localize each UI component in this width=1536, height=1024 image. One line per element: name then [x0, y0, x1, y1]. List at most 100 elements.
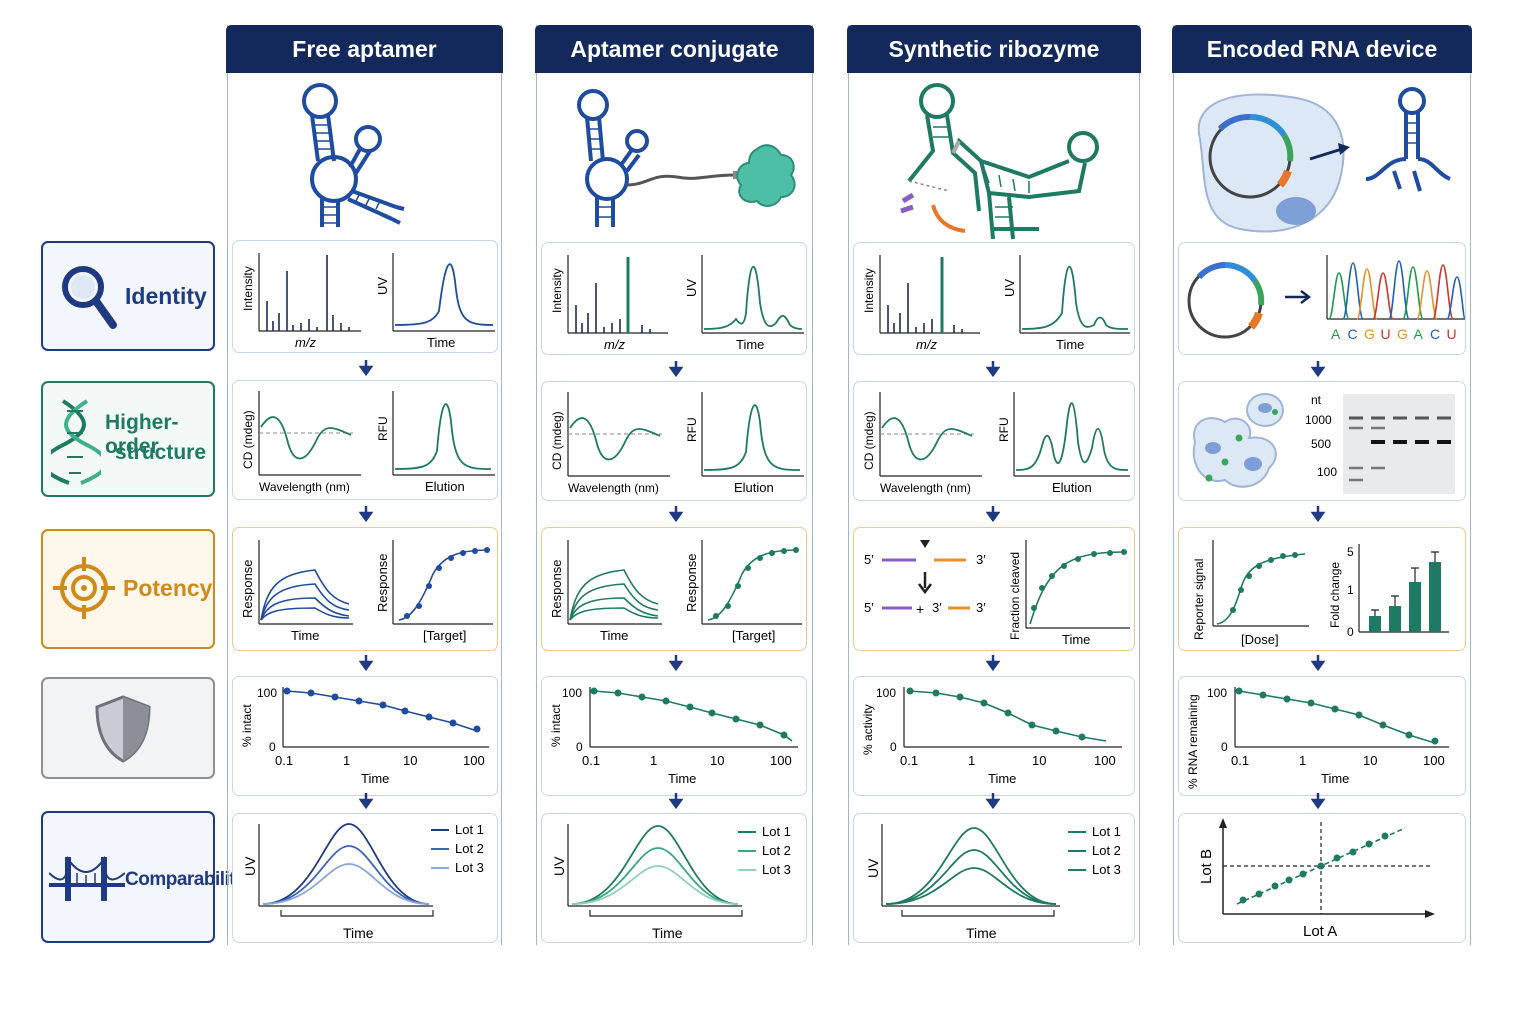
cd-spectrum: CD (mdeg) Wavelength (nm) RFU Elution [241, 391, 495, 494]
x-label: Time [736, 337, 764, 352]
legend-label: Lot 1 [762, 824, 791, 839]
stability-curve: 100 0 % intact 0.1 1 10 100 Time [549, 686, 798, 786]
column-title: Encoded RNA device [1172, 25, 1472, 73]
cd-spectrum: CD (mdeg) Wavelength (nm) RFU Elution [550, 392, 804, 495]
y-tick: 0 [1347, 625, 1354, 639]
x-label: Time [668, 771, 696, 786]
sequence-letter: G [1397, 326, 1408, 342]
five-prime-label: 5′ [864, 600, 874, 615]
legend-label: Lot 3 [455, 860, 484, 875]
structure-panel: CD (mdeg) Wavelength (nm) RFU Elution [541, 381, 807, 501]
down-arrow-icon [1311, 506, 1325, 522]
plus-sign: + [916, 601, 924, 617]
x-label: Elution [734, 480, 774, 495]
x-label: Time [427, 335, 455, 350]
lot-overlay-chromatogram: UV Time Lot 1 Lot 2 Lot 3 [242, 822, 484, 941]
down-arrow-icon [359, 506, 373, 522]
x-tick: 1 [1299, 753, 1306, 768]
fold-bar [1409, 582, 1421, 632]
x-tick: 100 [1423, 753, 1445, 768]
down-arrow-icon [359, 655, 373, 671]
row-card-structure: Higher-order structure [41, 381, 215, 497]
structure-panel: CD (mdeg) Wavelength (nm) RFU Elution [232, 380, 498, 500]
potency-panel: Response Time Response [Target] [232, 527, 498, 651]
x-label: [Target] [423, 628, 466, 643]
x-label: [Dose] [1241, 632, 1279, 647]
legend-label: Lot 3 [1092, 862, 1121, 877]
lot-overlay-chromatogram: UV Time Lot 1 Lot 2 Lot 3 [551, 824, 791, 941]
sequence-letter: C [1430, 326, 1440, 342]
x-tick: 10 [1363, 753, 1377, 768]
x-tick: 1 [650, 753, 657, 768]
down-arrow-icon [669, 506, 683, 522]
x-tick: 1 [968, 753, 975, 768]
identity-panel: Intensity m/z UV Time [541, 242, 807, 355]
row-label-comparability: Comparability [125, 869, 246, 890]
y-label: CD (mdeg) [550, 411, 564, 470]
y-label: UV [1002, 279, 1017, 297]
y-label: RFU [997, 417, 1011, 442]
identity-panel: Intensity m/z UV Time [853, 242, 1135, 355]
structure-panel: nt 1000 500 100 [1178, 381, 1466, 501]
x-tick: 0.1 [900, 753, 918, 768]
stability-curve: 100 0 % RNA remaining 0.1 1 10 100 Time [1186, 686, 1449, 789]
y-label: UV [242, 856, 258, 876]
x-tick: 100 [770, 753, 792, 768]
structure-panel: CD (mdeg) Wavelength (nm) RFU Elution [853, 381, 1135, 501]
row-label-identity: Identity [125, 283, 207, 309]
x-tick: 10 [710, 753, 724, 768]
cells-and-gel: nt 1000 500 100 [1192, 393, 1455, 494]
y-label: RFU [376, 416, 390, 441]
y-label: Lot B [1198, 849, 1215, 884]
y-tick: 100 [562, 686, 582, 700]
y-label: Response [684, 553, 699, 612]
y-label: Intensity [550, 268, 564, 313]
three-prime-label: 3′ [976, 600, 986, 615]
gel-marker: 100 [1317, 465, 1337, 479]
down-arrow-icon [669, 655, 683, 671]
potency-panel: Response Time Response [Target] [541, 527, 807, 651]
y-label: % intact [240, 704, 254, 747]
x-label: m/z [916, 337, 937, 352]
down-arrow-icon [669, 361, 683, 377]
error-bar [1411, 567, 1419, 582]
y-label: Intensity [241, 266, 255, 311]
y-label: Intensity [862, 268, 876, 313]
y-label: Response [549, 559, 564, 618]
x-label: m/z [604, 337, 625, 352]
conjugate-illustration [567, 85, 807, 235]
y-label: CD (mdeg) [862, 411, 876, 470]
y-tick: 0 [269, 740, 276, 754]
error-bar [1371, 609, 1379, 616]
column-aptamer-conjugate: Aptamer conjugate [535, 25, 814, 945]
lot-overlay-chromatogram: UV Time Lot 1 Lot 2 Lot 3 [865, 824, 1121, 941]
row-label-structure-line1: Higher-order [105, 411, 179, 458]
cleavage-schematic: 5′ 3′ 5′ + 3′ 3′ Fraction cleaved Time [864, 540, 1130, 647]
row-card-comparability: Comparability [41, 811, 246, 943]
down-arrow-icon [1311, 793, 1325, 809]
mass-spectrum: Intensity m/z UV Time [241, 253, 495, 350]
fold-bar [1389, 606, 1401, 632]
sequence-letter: A [1414, 326, 1424, 342]
gel-marker: 500 [1311, 437, 1331, 451]
legend-label: Lot 1 [1092, 824, 1121, 839]
x-tick: 0.1 [582, 753, 600, 768]
y-label: Response [240, 559, 255, 618]
y-tick: 5 [1347, 545, 1354, 559]
row-card-stability [41, 677, 215, 779]
down-arrow-icon [986, 793, 1000, 809]
x-label: m/z [295, 335, 316, 350]
legend-label: Lot 2 [455, 841, 484, 856]
down-arrow-icon [359, 793, 373, 809]
sequence-letter: U [1447, 326, 1457, 342]
x-tick: 100 [1094, 753, 1116, 768]
gel-marker: 1000 [1305, 413, 1332, 427]
y-label: UV [684, 279, 699, 297]
cd-spectrum: CD (mdeg) Wavelength (nm) RFU Elution [862, 392, 1130, 495]
sequence-letter: G [1364, 326, 1375, 342]
x-label: Time [1062, 632, 1090, 647]
bridge-icon [49, 855, 125, 901]
mass-spectrum: Intensity m/z UV Time [862, 255, 1130, 352]
fold-bar [1369, 616, 1381, 632]
